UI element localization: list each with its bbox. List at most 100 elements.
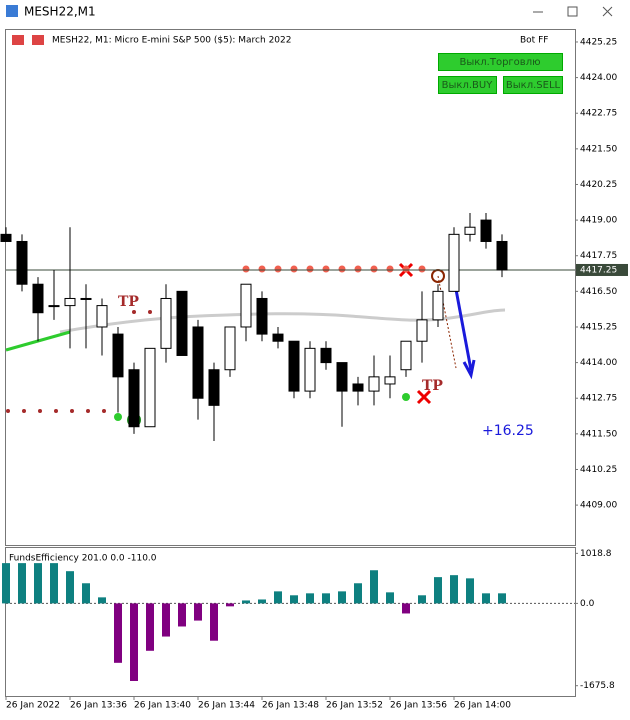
y-tick-label: 4415.25 <box>580 322 617 332</box>
candle-body <box>160 297 172 349</box>
candle-body <box>224 326 236 371</box>
annotation: TP <box>422 378 443 394</box>
bar <box>18 563 26 604</box>
y-tick-label: 4416.50 <box>580 287 617 297</box>
y-tick-label: 4414.00 <box>580 358 617 368</box>
bar <box>306 593 314 604</box>
dot <box>338 265 346 273</box>
dot <box>70 409 74 413</box>
bar <box>450 575 458 604</box>
bar <box>66 571 74 604</box>
button-label[interactable]: Выкл.SELL <box>506 80 561 91</box>
candle-body <box>48 305 60 308</box>
button-label[interactable]: Выкл.Торговлю <box>459 57 540 68</box>
y-tick-label: 4424.00 <box>580 73 617 83</box>
candle-body <box>400 340 412 371</box>
dot <box>290 265 298 273</box>
price-box <box>576 263 628 276</box>
bar <box>338 591 346 604</box>
candle-body <box>416 319 428 342</box>
candle-body <box>16 240 28 285</box>
x-tick-label: 26 Jan 13:56 <box>390 701 447 711</box>
y-tick-label: -1675.8 <box>580 681 615 691</box>
y-tick-label: 4419.00 <box>580 216 617 226</box>
button[interactable] <box>438 76 497 94</box>
button[interactable] <box>438 53 563 71</box>
bar <box>146 603 154 651</box>
y-tick-label: 0.0 <box>580 599 595 609</box>
bar <box>194 603 202 621</box>
price-label: 4417.25 <box>580 265 617 275</box>
y-tick-label: 4410.25 <box>580 465 617 475</box>
close[interactable] <box>602 6 613 17</box>
candle-body <box>240 283 252 328</box>
window-title: MESH22,M1 <box>24 5 96 19</box>
x-tick-label: 26 Jan 13:44 <box>198 701 255 711</box>
candle-body <box>448 233 460 292</box>
y-tick-label: 4422.75 <box>580 109 617 119</box>
app-icon <box>6 5 18 17</box>
dot <box>114 413 122 421</box>
x-tick-label: 26 Jan 13:48 <box>262 701 319 711</box>
dot <box>370 265 378 273</box>
bar <box>82 583 90 604</box>
x-tick-label: 26 Jan 13:52 <box>326 701 383 711</box>
candle-body <box>208 369 220 406</box>
dot <box>418 265 426 273</box>
chart-header: MESH22, M1: Micro E-mini S&P 500 ($5): M… <box>52 36 291 46</box>
bar <box>498 593 506 604</box>
dot <box>402 393 410 401</box>
dot <box>102 409 106 413</box>
x-tick-label: 26 Jan 2022 <box>6 701 60 711</box>
x-tick-label: 26 Jan 13:36 <box>70 701 127 711</box>
dot <box>274 265 282 273</box>
bar <box>242 600 250 604</box>
y-tick-label: 4411.50 <box>580 429 617 439</box>
dot <box>54 409 58 413</box>
maximize[interactable] <box>567 6 578 17</box>
y-tick-label: 1018.8 <box>580 549 612 559</box>
bar <box>258 599 266 604</box>
bar <box>98 597 106 604</box>
bar <box>178 603 186 627</box>
bar <box>210 603 218 641</box>
candle-body <box>144 347 156 428</box>
dot <box>38 409 42 413</box>
bar <box>162 603 170 637</box>
y-tick-label: 4417.75 <box>580 251 617 261</box>
dot <box>386 265 394 273</box>
dot <box>148 310 152 314</box>
x-tick-label: 26 Jan 14:00 <box>454 701 511 711</box>
candle-body <box>176 290 188 356</box>
x-tick-label: 26 Jan 13:40 <box>134 701 191 711</box>
annotation: +16.25 <box>482 423 534 439</box>
candle-body <box>192 326 204 399</box>
y-tick-label: 4420.25 <box>580 180 617 190</box>
candle-body <box>272 333 284 342</box>
bar <box>226 603 234 607</box>
bar <box>2 563 10 604</box>
candle-body <box>464 226 476 235</box>
candle-body <box>336 362 348 392</box>
bar <box>290 595 298 604</box>
button-label[interactable]: Выкл.BUY <box>442 80 494 91</box>
dot <box>132 310 136 314</box>
bar <box>482 593 490 604</box>
bar <box>322 593 330 604</box>
main-pane <box>5 29 576 546</box>
candle-body <box>288 340 300 392</box>
candle-body <box>496 240 508 271</box>
dot <box>306 265 314 273</box>
bot-label: Bot FF <box>520 36 548 46</box>
bar <box>274 591 282 604</box>
title-bar <box>0 0 630 24</box>
y-tick-label: 4409.00 <box>580 501 617 511</box>
dot <box>402 265 410 273</box>
button[interactable] <box>503 76 563 94</box>
bar <box>402 603 410 614</box>
candle-body <box>80 297 92 300</box>
dot <box>22 409 26 413</box>
candle-body <box>0 233 12 242</box>
dot <box>242 265 250 273</box>
